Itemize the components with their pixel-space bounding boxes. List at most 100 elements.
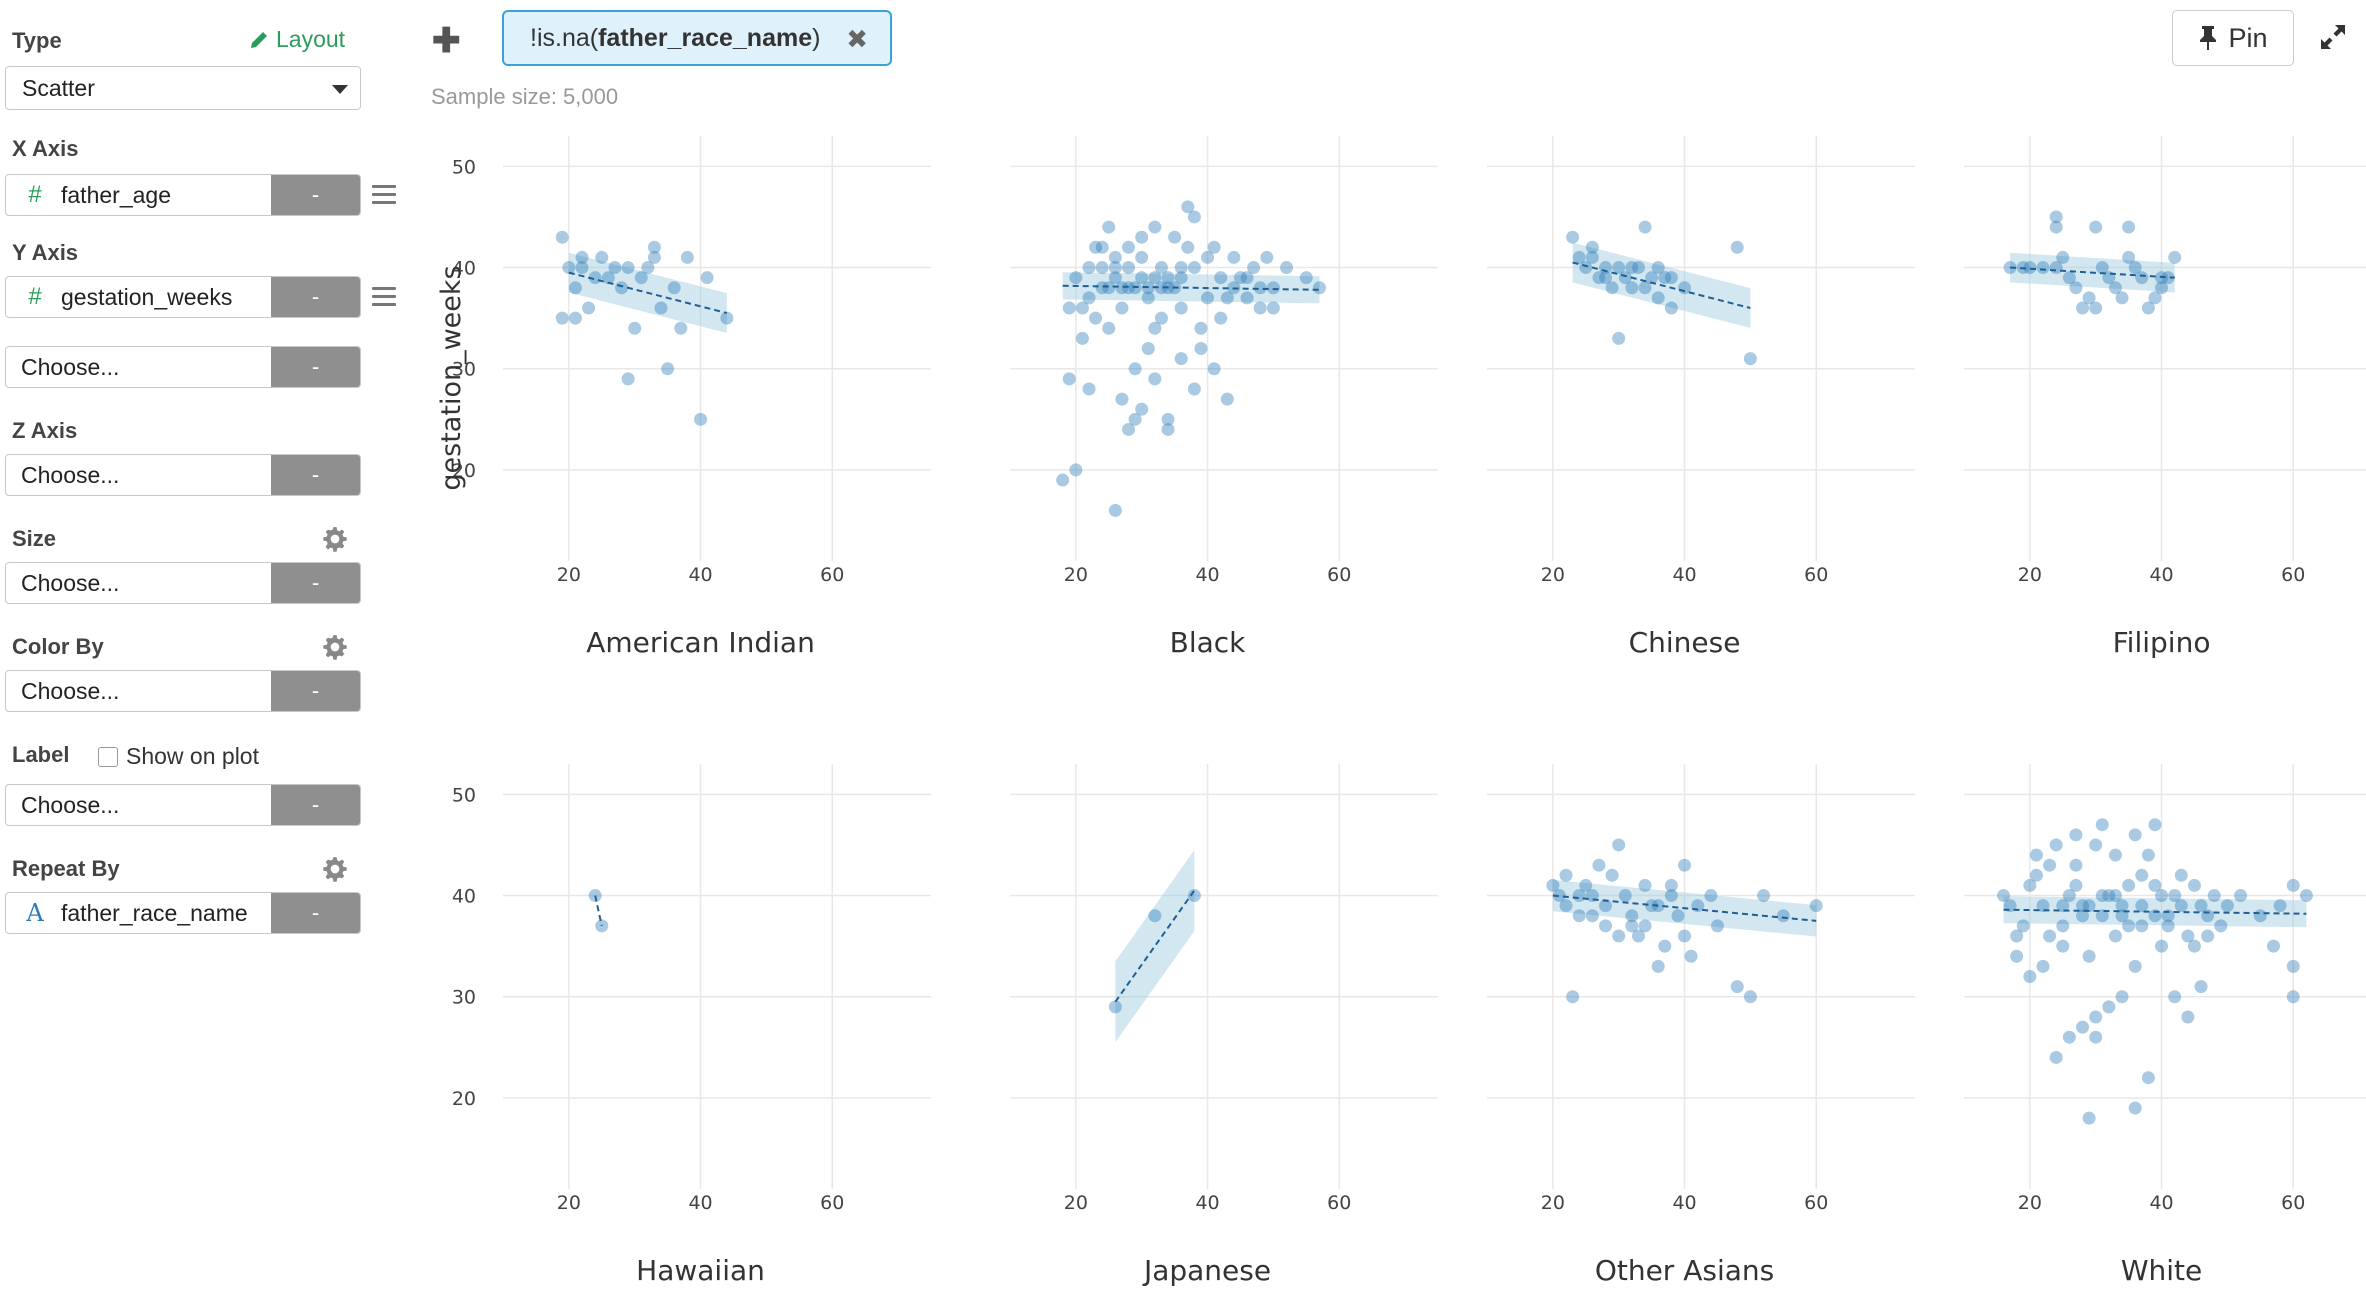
data-point — [1141, 291, 1155, 305]
data-point — [2095, 818, 2109, 832]
data-point — [2148, 818, 2162, 832]
data-point — [1664, 271, 1678, 285]
label-function-button[interactable]: - — [271, 785, 360, 825]
x-axis-value: father_age — [61, 181, 171, 208]
data-point — [1730, 240, 1744, 254]
data-point — [1161, 412, 1175, 426]
color-by-field[interactable]: Choose... - — [5, 670, 361, 712]
data-point — [2214, 919, 2228, 933]
data-point — [1280, 261, 1294, 275]
data-point — [628, 321, 642, 335]
color-gear-icon[interactable] — [322, 634, 348, 660]
z-axis-function-button[interactable]: - — [271, 455, 360, 495]
data-point — [2108, 848, 2122, 862]
facet-panel: 20 40 60 Chinese — [1487, 136, 1915, 659]
data-point — [1651, 959, 1665, 973]
size-gear-icon[interactable] — [322, 526, 348, 552]
data-point — [1312, 281, 1326, 295]
data-point — [555, 311, 569, 325]
chart-type-select[interactable]: Scatter — [5, 66, 361, 110]
data-point — [1154, 261, 1168, 275]
y-axis-field[interactable]: # gestation_weeks - — [5, 276, 361, 318]
color-by-function-button[interactable]: - — [271, 671, 360, 711]
data-point — [2056, 939, 2070, 953]
confidence-band — [1115, 850, 1195, 1043]
facet-title: Filipino — [2113, 626, 2211, 659]
y-tick-label: 20 — [452, 1088, 476, 1110]
x-axis-field[interactable]: # father_age - — [5, 174, 361, 216]
data-point — [1135, 230, 1149, 244]
data-point — [1187, 261, 1201, 275]
data-point — [1684, 949, 1698, 963]
repeat-gear-icon[interactable] — [322, 856, 348, 882]
data-point — [1141, 342, 1155, 355]
data-point — [1102, 321, 1116, 335]
data-point — [1194, 342, 1208, 355]
data-point — [2201, 909, 2215, 923]
facet-panel: 20 40 60 20 30 40 50 American Indian — [452, 136, 931, 659]
data-point — [1997, 889, 2011, 903]
y-axis-function-button[interactable]: - — [271, 277, 360, 317]
data-point — [1572, 889, 1586, 903]
color-by-value: Choose... — [21, 677, 120, 704]
data-point — [1108, 1000, 1122, 1014]
data-point — [1809, 899, 1823, 913]
data-point — [1678, 858, 1692, 872]
label-field[interactable]: Choose... - — [5, 784, 361, 826]
data-point — [1082, 291, 1096, 305]
data-point — [1214, 271, 1228, 285]
x-tick-label: 20 — [557, 1192, 581, 1214]
pin-button[interactable]: Pin — [2172, 10, 2294, 66]
repeat-by-function-button[interactable]: - — [271, 893, 360, 933]
checkbox-box[interactable] — [98, 746, 118, 767]
x-axis-menu-icon[interactable] — [372, 185, 396, 209]
add-filter-icon[interactable]: ✚ — [432, 22, 461, 60]
data-point — [1671, 909, 1685, 923]
data-point — [2082, 291, 2096, 305]
data-point — [1122, 261, 1136, 275]
layout-link[interactable]: Layout — [248, 26, 345, 53]
facet-panel: 20 40 60 White — [1964, 764, 2366, 1287]
data-point — [2023, 878, 2037, 892]
size-function-button[interactable]: - — [271, 563, 360, 603]
data-point — [1122, 240, 1136, 254]
data-point — [1247, 261, 1261, 275]
data-point — [1181, 240, 1195, 254]
filter-pill[interactable]: !is.na(father_race_name) ✖ — [502, 10, 892, 66]
data-point — [1651, 291, 1665, 305]
x-tick-label: 20 — [1064, 1192, 1088, 1214]
data-point — [2286, 959, 2300, 973]
data-point — [1233, 271, 1247, 285]
data-point — [1743, 990, 1757, 1004]
close-icon[interactable]: ✖ — [846, 24, 868, 54]
size-field[interactable]: Choose... - — [5, 562, 361, 604]
data-point — [2016, 919, 2030, 933]
show-on-plot-checkbox[interactable]: Show on plot — [98, 743, 259, 770]
expand-icon[interactable] — [2318, 22, 2348, 52]
facet-title: Japanese — [1142, 1254, 1271, 1287]
y-tick-label: 40 — [452, 258, 476, 280]
y-axis-menu-icon[interactable] — [372, 287, 396, 311]
data-point — [1625, 281, 1639, 295]
y-axis-extra-function-button[interactable]: - — [271, 347, 360, 387]
z-axis-field[interactable]: Choose... - — [5, 454, 361, 496]
data-point — [647, 240, 661, 254]
trend-line — [1552, 894, 1817, 922]
data-point — [1102, 220, 1116, 234]
data-point — [1095, 281, 1109, 295]
data-point — [2194, 899, 2208, 913]
data-point — [2023, 261, 2037, 275]
trend-line — [1062, 284, 1320, 291]
x-tick-label: 40 — [1195, 1192, 1219, 1214]
x-tick-label: 20 — [1541, 564, 1565, 586]
facet-title: Other Asians — [1595, 1254, 1774, 1287]
data-point — [2115, 291, 2129, 305]
data-point — [2181, 929, 2195, 943]
data-point — [1102, 281, 1116, 295]
sidebar: Type Layout Scatter X Axis # father_age -… — [0, 0, 396, 1316]
data-point — [1115, 392, 1129, 406]
x-axis-function-button[interactable]: - — [271, 175, 360, 215]
data-point — [1128, 362, 1142, 376]
y-axis-extra-field[interactable]: Choose... - — [5, 346, 361, 388]
